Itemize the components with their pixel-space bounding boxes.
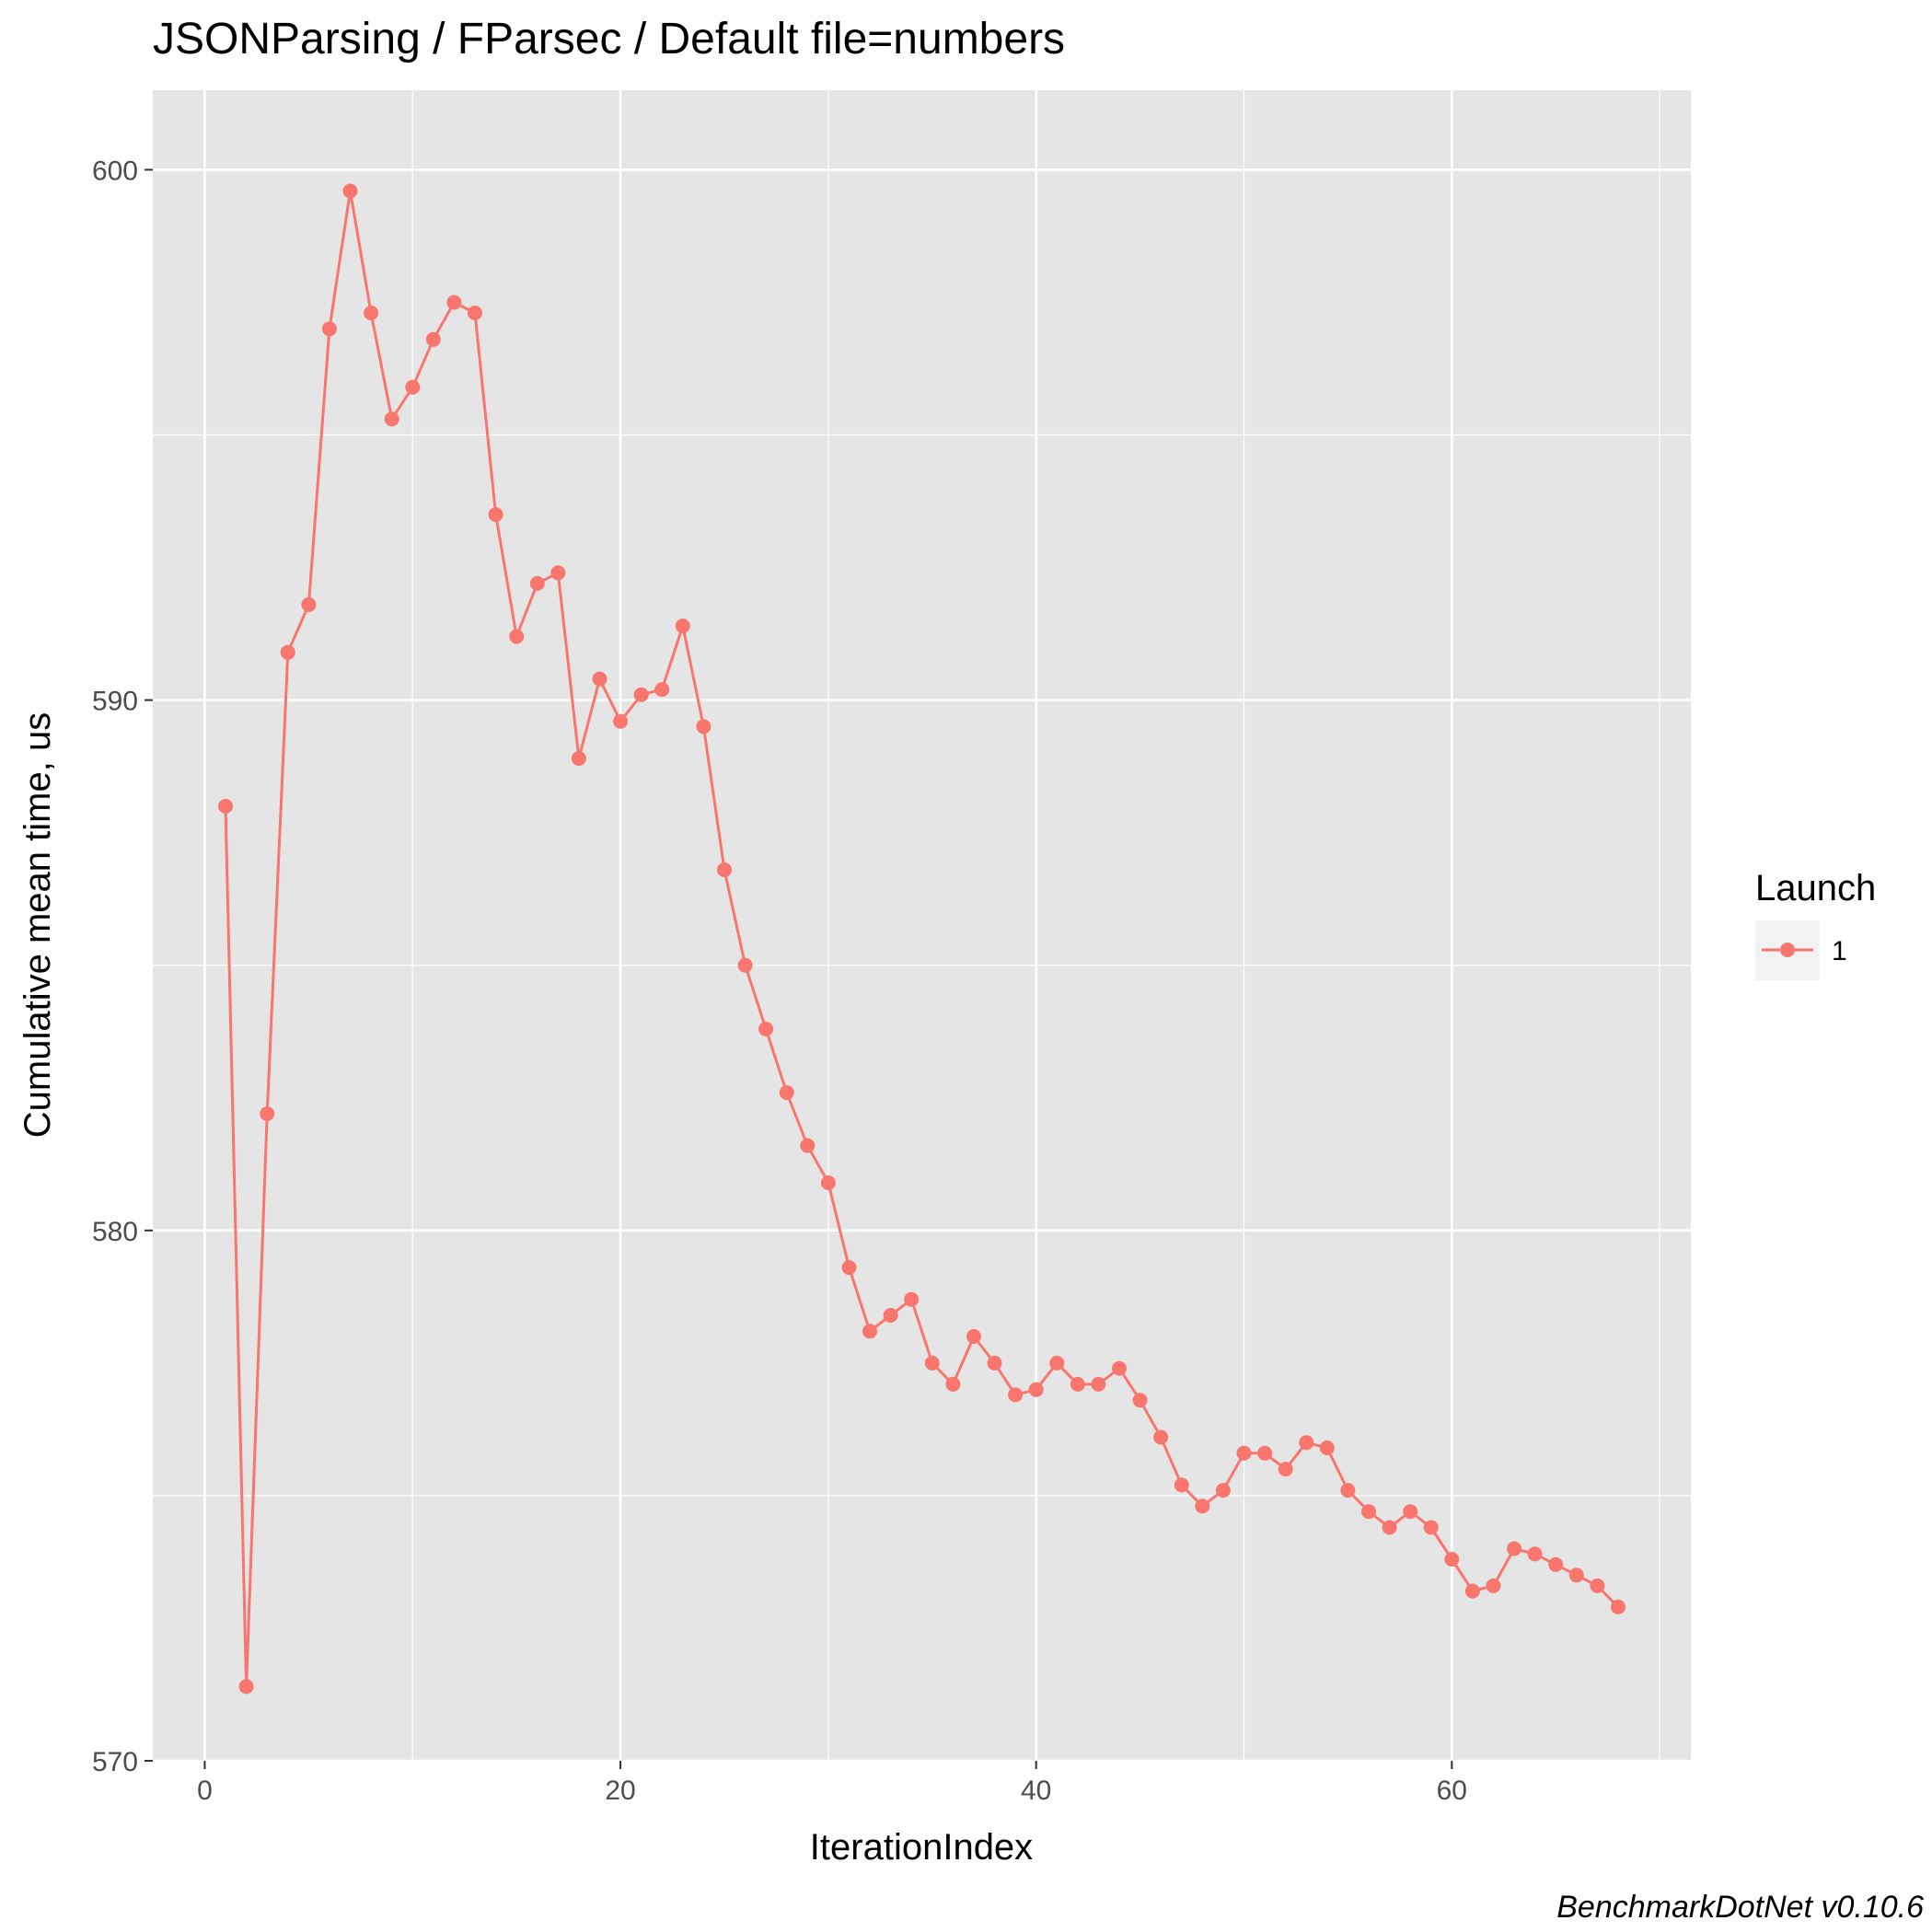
chart-title: JSONParsing / FParsec / Default file=num… <box>153 15 1065 64</box>
data-point <box>820 1175 836 1190</box>
data-point <box>468 306 482 320</box>
data-point <box>737 957 753 973</box>
data-point <box>924 1355 940 1371</box>
data-point <box>405 379 421 395</box>
data-point <box>1403 1504 1418 1520</box>
data-point <box>1299 1435 1314 1451</box>
data-point <box>1278 1462 1293 1477</box>
data-point <box>1590 1578 1605 1593</box>
data-point <box>1486 1578 1501 1593</box>
data-point <box>1091 1376 1106 1392</box>
series-points <box>218 183 1625 1695</box>
data-point <box>675 619 690 633</box>
data-point <box>238 1679 254 1695</box>
data-point <box>1153 1429 1169 1445</box>
data-point <box>1236 1445 1252 1461</box>
data-point <box>613 713 629 729</box>
data-point <box>1215 1483 1231 1498</box>
data-point <box>1070 1376 1085 1392</box>
data-point <box>1444 1552 1460 1567</box>
data-point <box>342 183 358 199</box>
data-point <box>364 306 379 320</box>
data-point <box>1132 1393 1148 1408</box>
data-point <box>384 411 399 427</box>
data-point <box>883 1308 898 1323</box>
plot-panel <box>153 90 1691 1761</box>
x-axis-title: IterationIndex <box>810 1827 1033 1868</box>
grid-lines <box>153 90 1691 1763</box>
data-point <box>633 687 649 702</box>
data-point <box>1527 1546 1543 1562</box>
data-point <box>1382 1520 1397 1535</box>
data-point <box>800 1138 816 1153</box>
axes: 0 20 40 60 570 580 590 600 <box>92 156 1467 1806</box>
data-point <box>945 1376 961 1392</box>
data-point <box>260 1106 275 1121</box>
legend-title: Launch <box>1755 868 1876 908</box>
x-tick-label: 20 <box>605 1776 635 1806</box>
data-point <box>1174 1477 1189 1493</box>
data-point <box>301 596 317 612</box>
chart-caption: BenchmarkDotNet v0.10.6 <box>1556 1890 1924 1925</box>
data-point <box>966 1329 981 1344</box>
x-tick-label: 0 <box>197 1776 213 1806</box>
y-axis-title: Cumulative mean time, us <box>17 712 58 1138</box>
data-point <box>841 1260 857 1276</box>
data-point <box>488 507 503 522</box>
data-point <box>717 862 732 877</box>
data-point <box>1028 1382 1044 1397</box>
data-point <box>1361 1504 1376 1520</box>
data-point <box>280 644 295 660</box>
data-point <box>696 719 711 735</box>
legend: Launch 1 <box>1755 868 1876 980</box>
data-point <box>571 751 586 766</box>
y-tick-label: 580 <box>92 1217 138 1247</box>
data-point <box>987 1355 1002 1371</box>
data-point <box>654 682 670 698</box>
data-point <box>904 1291 920 1307</box>
data-point <box>758 1021 774 1036</box>
data-point <box>1319 1440 1335 1455</box>
y-tick-label: 590 <box>92 687 138 717</box>
legend-label: 1 <box>1832 936 1847 966</box>
x-tick-label: 60 <box>1437 1776 1467 1806</box>
data-point <box>218 798 233 814</box>
x-tick-label: 40 <box>1021 1776 1051 1806</box>
data-point <box>446 295 462 310</box>
data-point <box>1568 1568 1584 1583</box>
y-tick-label: 600 <box>92 156 138 186</box>
data-point <box>592 671 607 687</box>
data-point <box>1340 1483 1356 1498</box>
data-point <box>1548 1556 1564 1572</box>
data-point <box>1507 1541 1522 1556</box>
data-point <box>779 1085 794 1100</box>
legend-key-point <box>1780 943 1795 957</box>
data-point <box>1112 1360 1127 1376</box>
data-point <box>1423 1520 1439 1535</box>
data-point <box>1195 1498 1210 1514</box>
data-point <box>1464 1583 1480 1599</box>
data-point <box>1257 1445 1273 1461</box>
data-point <box>1008 1387 1024 1403</box>
data-point <box>321 321 337 337</box>
y-tick-label: 570 <box>92 1747 138 1777</box>
data-point <box>862 1324 877 1339</box>
data-point <box>550 565 566 581</box>
data-point <box>1049 1355 1065 1371</box>
data-point <box>509 629 525 644</box>
data-point <box>529 575 545 591</box>
data-point <box>1611 1599 1625 1614</box>
data-point <box>425 331 441 347</box>
